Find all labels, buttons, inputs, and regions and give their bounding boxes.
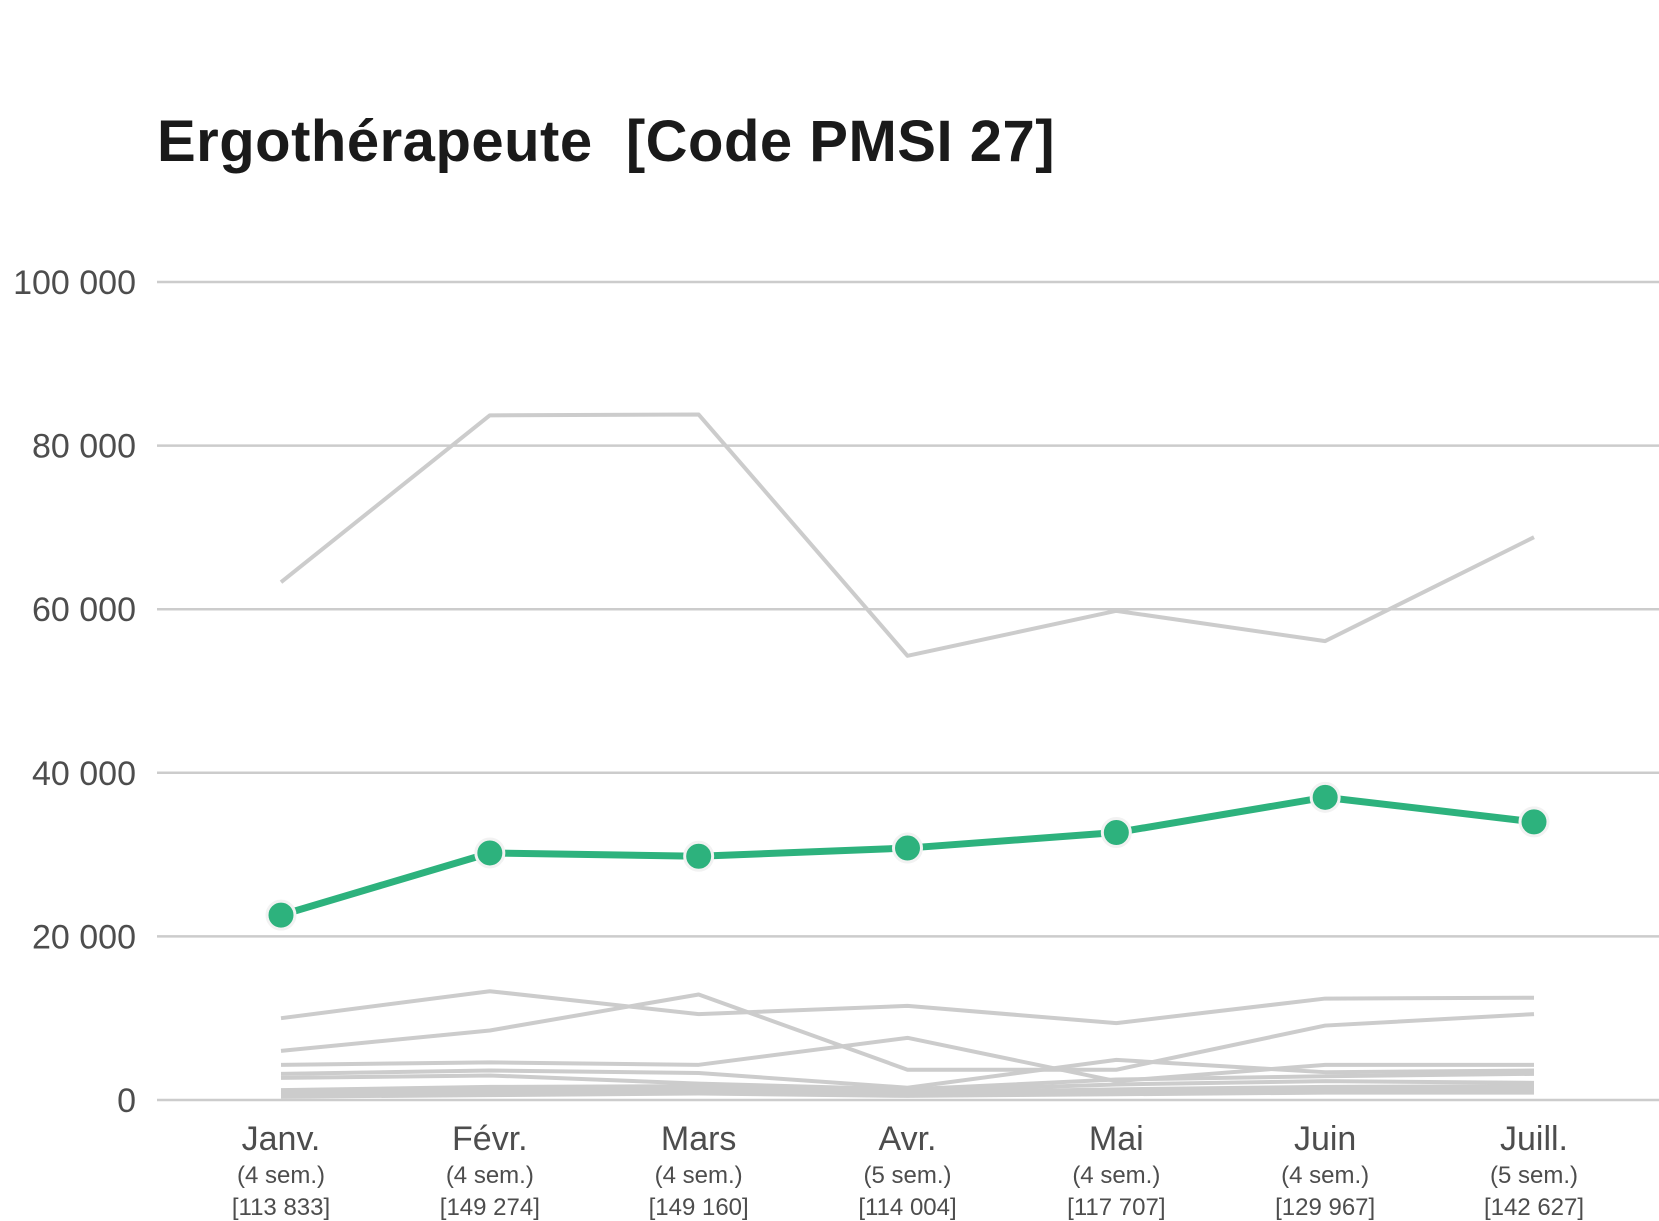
- x-tick-month-label: Juin: [1294, 1120, 1356, 1158]
- x-tick-month-label: Févr.: [452, 1120, 528, 1158]
- x-tick-weeks-label: (4 sem.): [1072, 1162, 1160, 1189]
- background-series-line: [280, 1035, 1534, 1084]
- y-tick-label: 20 000: [32, 918, 136, 956]
- x-tick-month-label: Janv.: [242, 1120, 321, 1158]
- highlight-data-point: [892, 832, 923, 864]
- highlight-data-point: [474, 837, 506, 869]
- x-tick-total-label: [149 274]: [440, 1194, 540, 1221]
- y-tick-label: 100 000: [13, 264, 136, 302]
- highlight-data-point: [1518, 806, 1550, 838]
- x-tick-month-label: Juill.: [1500, 1120, 1568, 1158]
- x-tick-total-label: [142 627]: [1484, 1194, 1584, 1221]
- x-tick-total-label: [129 967]: [1275, 1194, 1375, 1221]
- y-tick-label: 60 000: [32, 591, 136, 629]
- x-tick-weeks-label: (4 sem.): [446, 1162, 534, 1189]
- x-tick-total-label: [117 707]: [1067, 1194, 1165, 1221]
- highlight-data-point: [1309, 781, 1341, 813]
- x-tick-total-label: [113 833]: [232, 1194, 330, 1221]
- x-tick-total-label: [114 004]: [858, 1194, 956, 1221]
- x-tick-month-label: Mars: [661, 1120, 737, 1158]
- x-axis-tick-labels: Janv. (4 sem.) [113 833] Févr. (4 sem.) [149 …: [232, 1120, 1584, 1221]
- highlight-series: [265, 781, 1550, 931]
- background-series-line: [280, 1090, 1534, 1099]
- x-tick-weeks-label: (5 sem.): [1490, 1162, 1578, 1189]
- chart-title: Ergothérapeute [Code PMSI 27]: [157, 109, 1056, 174]
- background-series-line: [279, 412, 1535, 658]
- y-axis-tick-labels: 0 20 000 40 000 60 000 80 000 100 000: [13, 264, 136, 1120]
- x-tick-weeks-label: (5 sem.): [863, 1162, 951, 1189]
- background-series-line: [280, 992, 1535, 1072]
- y-tick-label: 0: [117, 1082, 136, 1120]
- grid-lines: [157, 280, 1659, 1102]
- x-tick-month-label: Mai: [1089, 1120, 1144, 1158]
- background-series: [279, 412, 1535, 1099]
- x-tick-total-label: [149 160]: [649, 1194, 749, 1221]
- background-series-line: [280, 989, 1535, 1026]
- highlight-data-point: [683, 840, 715, 872]
- x-tick-month-label: Avr.: [879, 1120, 937, 1158]
- highlight-data-point: [265, 899, 297, 931]
- x-tick-weeks-label: (4 sem.): [655, 1162, 743, 1189]
- y-tick-label: 40 000: [32, 755, 136, 793]
- x-tick-weeks-label: (4 sem.): [1281, 1162, 1369, 1189]
- x-tick-weeks-label: (4 sem.): [237, 1162, 325, 1189]
- y-tick-label: 80 000: [32, 428, 136, 466]
- highlight-data-point: [1100, 817, 1132, 849]
